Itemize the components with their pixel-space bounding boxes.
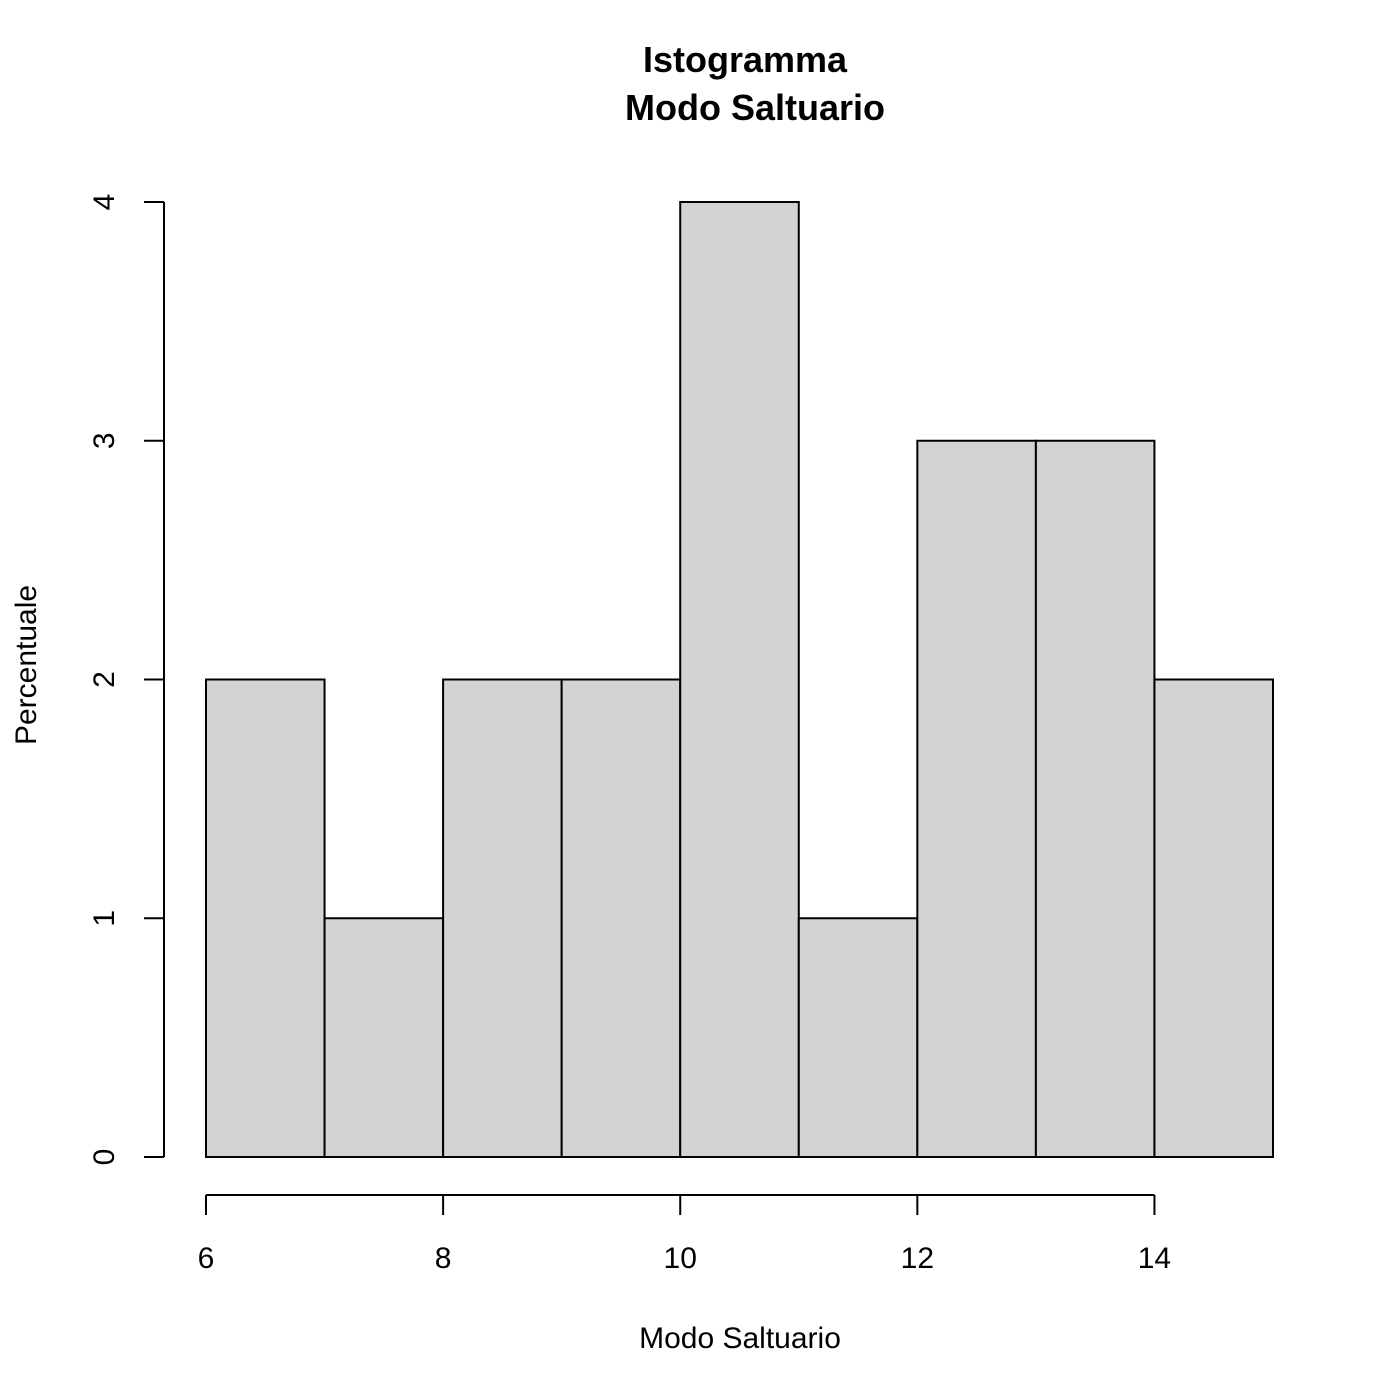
histogram-bar-9 [1153,678,1275,1158]
y-tick-label-0: 0 [88,1149,121,1166]
y-tick-label-1: 1 [88,910,121,927]
histogram-bar-1 [205,678,326,1158]
x-axis-label: Modo Saltuario [639,1322,841,1355]
histogram-bar-4 [560,678,682,1158]
histogram-bar-7 [916,439,1037,1158]
histogram-bar-6 [797,917,919,1158]
x-tick-label-8: 8 [435,1242,452,1275]
bars-group [205,201,1275,1158]
y-tick-label-2: 2 [88,671,121,688]
histogram-bar-3 [442,678,563,1158]
histogram-bar-2 [323,917,445,1158]
x-tick-label-10: 10 [664,1242,697,1275]
chart-subtitle: Modo Saltuario [625,87,885,128]
histogram-bar-8 [1034,439,1156,1158]
x-tick-label-12: 12 [901,1242,934,1275]
chart-title: Istogramma [643,39,848,80]
x-tick-label-14: 14 [1138,1242,1171,1275]
x-axis: 6 8 10 12 14 [198,1194,1171,1275]
y-axis-label: Percentuale [10,585,43,745]
y-tick-label-4: 4 [88,194,121,211]
x-tick-label-6: 6 [198,1242,215,1275]
y-axis: 0 1 2 3 4 [88,194,165,1166]
histogram-bar-5 [679,201,800,1158]
y-tick-label-3: 3 [88,432,121,449]
